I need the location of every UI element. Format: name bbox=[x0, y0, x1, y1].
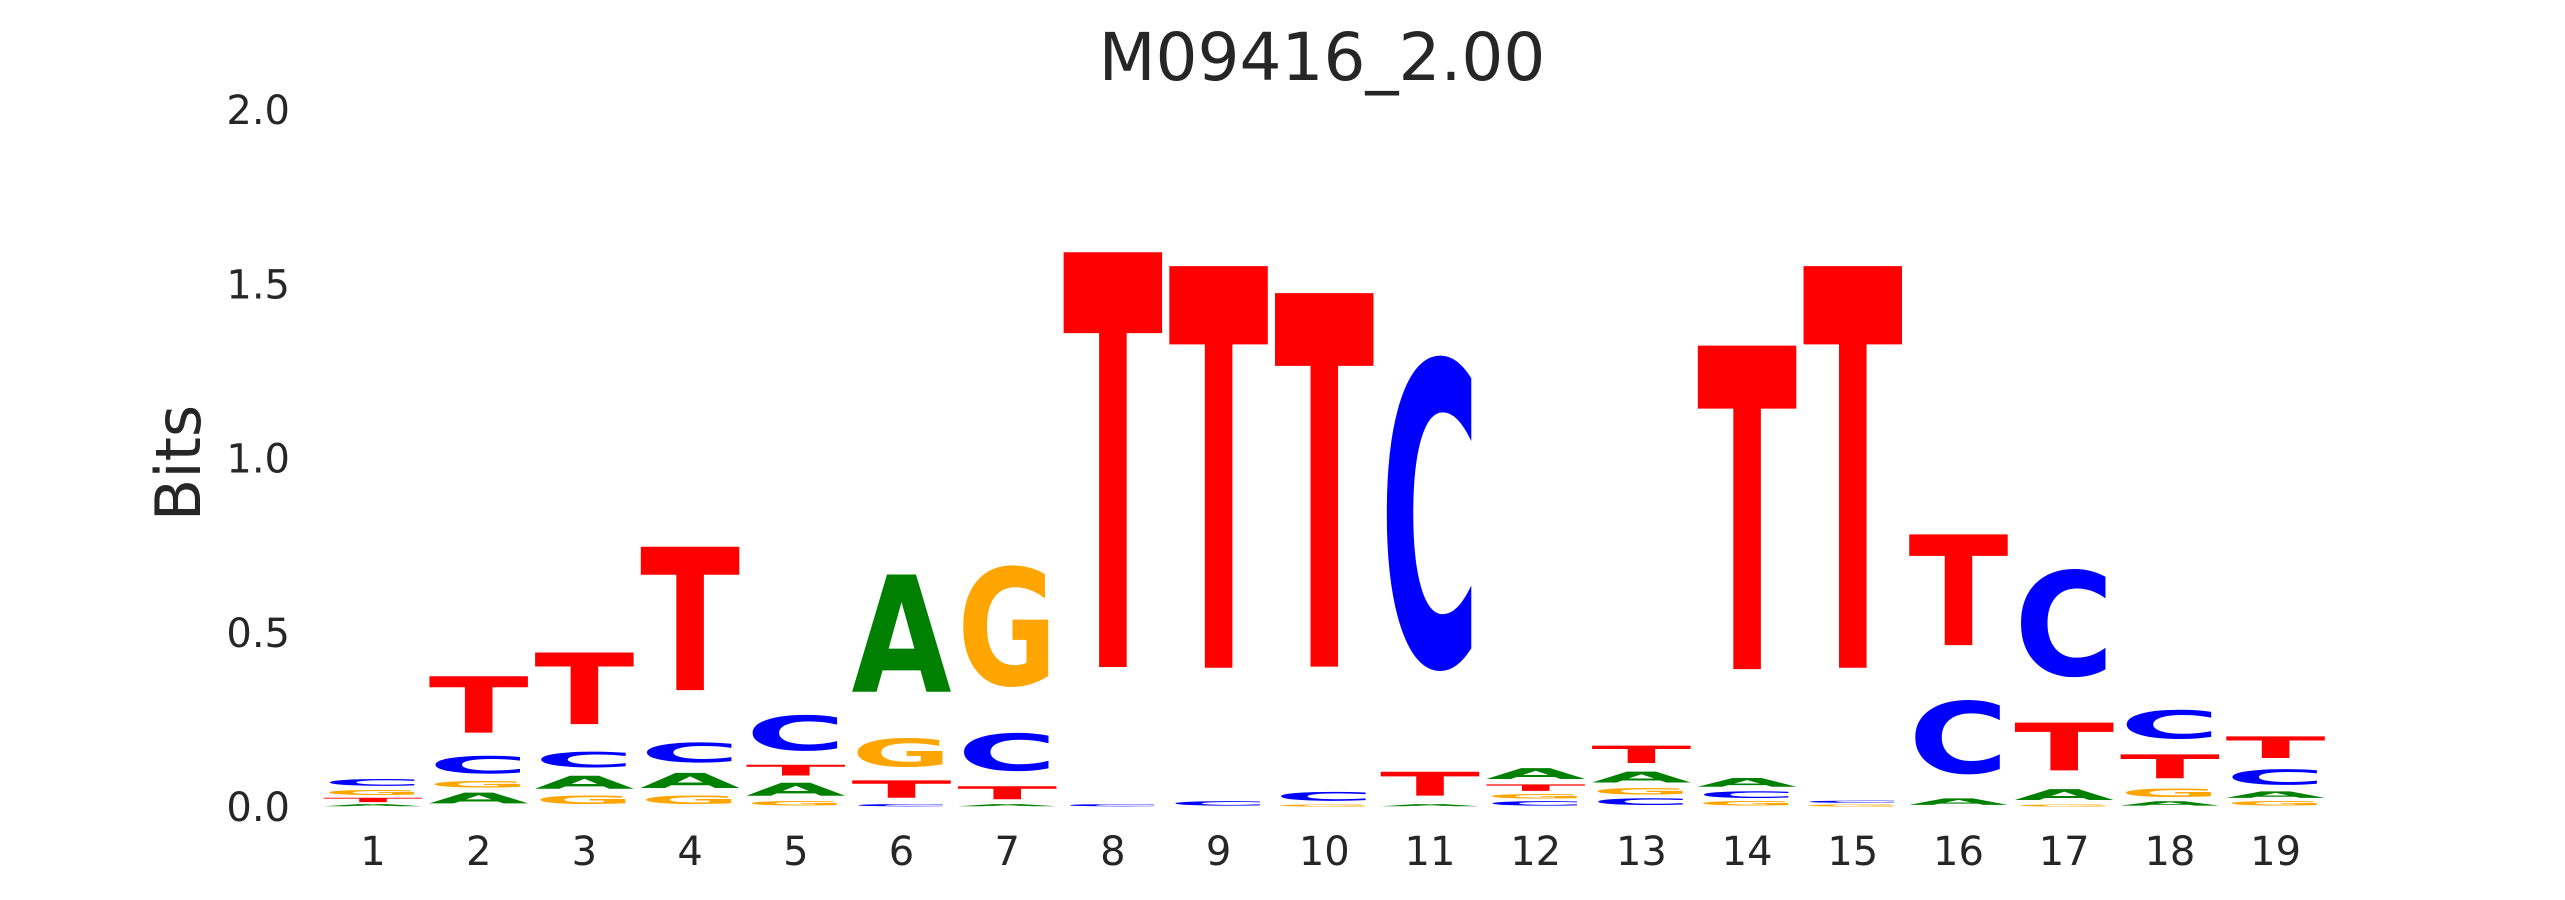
logo-letter-g: G bbox=[1803, 804, 1903, 807]
logo-letter-t: T bbox=[1169, 158, 1270, 799]
logo-letter-t: T bbox=[852, 776, 953, 804]
logo-letter-g: G bbox=[1697, 800, 1797, 807]
logo-letter-a: A bbox=[1591, 769, 1691, 786]
logo-letter-a: A bbox=[323, 804, 423, 807]
logo-letter-t: T bbox=[1803, 158, 1904, 799]
logo-letter-a: A bbox=[2014, 786, 2114, 803]
logo-letter-a: A bbox=[746, 779, 846, 800]
logo-letter-g: G bbox=[852, 731, 952, 776]
y-axis-ticks: 0.0 0.5 1.0 1.5 2.0 bbox=[226, 88, 290, 831]
x-tick-label: 1 bbox=[360, 829, 385, 875]
logo-letter-c: C bbox=[1486, 800, 1586, 807]
x-tick-label: 10 bbox=[1299, 829, 1350, 875]
logo-letter-c: C bbox=[2014, 542, 2114, 709]
logo-letter-g: G bbox=[429, 779, 529, 789]
logo-letter-c: C bbox=[2120, 703, 2220, 748]
logo-letter-t: T bbox=[429, 661, 529, 752]
logo-letter-c: C bbox=[1063, 804, 1163, 807]
logo-letter-g: G bbox=[2226, 800, 2326, 807]
x-tick-label: 11 bbox=[1405, 829, 1456, 875]
logo-letter-g: G bbox=[746, 800, 846, 807]
logo-letter-a: A bbox=[1697, 776, 1797, 790]
logo-letter-c: C bbox=[1591, 797, 1691, 807]
logo-letter-a: A bbox=[957, 804, 1057, 807]
logo-letter-c: C bbox=[323, 777, 423, 787]
logo-letter-t: T bbox=[2014, 710, 2114, 786]
x-tick-label: 18 bbox=[2144, 829, 2195, 875]
logo-letter-t: T bbox=[2120, 748, 2220, 786]
x-tick-label: 13 bbox=[1616, 829, 1667, 875]
logo-letter-c: C bbox=[2226, 765, 2326, 789]
x-tick-label: 6 bbox=[889, 829, 914, 875]
logo-letter-c: C bbox=[852, 804, 952, 807]
y-tick-label: 1.0 bbox=[226, 437, 290, 483]
logo-letter-t: T bbox=[323, 797, 423, 804]
logo-letter-a: A bbox=[852, 544, 952, 730]
logo-letter-t: T bbox=[1274, 191, 1375, 788]
logo-letter-a: A bbox=[429, 790, 529, 807]
logo-letter-t: T bbox=[1909, 505, 2009, 682]
x-tick-label: 12 bbox=[1510, 829, 1561, 875]
x-tick-label: 9 bbox=[1206, 829, 1231, 875]
logo-letter-g: G bbox=[323, 788, 423, 797]
logo-letter-a: A bbox=[1486, 765, 1586, 782]
logo-letter-c: C bbox=[1169, 800, 1269, 807]
logo-letter-c: C bbox=[429, 751, 529, 779]
logo-letter-t: T bbox=[1697, 257, 1798, 774]
logo-letter-t: T bbox=[1380, 765, 1480, 803]
logo-letter-c: C bbox=[1803, 800, 1903, 803]
logo-letter-a: A bbox=[1909, 797, 2009, 807]
logo-letter-g: G bbox=[1486, 793, 1586, 800]
x-tick-label: 3 bbox=[572, 829, 597, 875]
x-tick-label: 4 bbox=[677, 829, 702, 875]
x-tick-label: 17 bbox=[2039, 829, 2090, 875]
logo-letter-t: T bbox=[534, 634, 634, 748]
x-tick-label: 5 bbox=[783, 829, 808, 875]
logo-letter-c: C bbox=[1380, 279, 1480, 764]
logo-letter-c: C bbox=[746, 706, 846, 762]
logo-letter-a: A bbox=[1380, 804, 1480, 807]
x-tick-label: 14 bbox=[1722, 829, 1773, 875]
x-tick-label: 7 bbox=[994, 829, 1019, 875]
logo-letter-t: T bbox=[640, 508, 740, 737]
logo-letter-t: T bbox=[957, 783, 1057, 804]
x-tick-label: 8 bbox=[1100, 829, 1125, 875]
logo-letter-a: A bbox=[2120, 800, 2220, 807]
y-tick-label: 0.5 bbox=[226, 611, 290, 657]
logo-letter-a: A bbox=[534, 772, 634, 793]
x-tick-label: 15 bbox=[1827, 829, 1878, 875]
y-axis-label: Bits bbox=[142, 405, 215, 521]
x-axis-ticks: 1 2 3 4 5 6 7 8 9 10 11 12 13 14 15 16 17 18 19 bbox=[360, 829, 2301, 875]
logo-letter-c: C bbox=[1909, 683, 2009, 797]
x-tick-label: 16 bbox=[1933, 829, 1984, 875]
logo-letter-g: G bbox=[2014, 804, 2114, 807]
logo-letter-t: T bbox=[1591, 741, 1692, 769]
logo-letter-t: T bbox=[1486, 783, 1586, 793]
logo-letter-g: G bbox=[1591, 786, 1691, 796]
logo-letter-g: G bbox=[2120, 786, 2220, 800]
logo-letter-c: C bbox=[957, 724, 1057, 783]
logo-letter-a: A bbox=[2226, 790, 2326, 800]
logo-letter-c: C bbox=[1274, 790, 1374, 804]
logo-letter-t: T bbox=[2226, 730, 2326, 765]
logo-letter-g: G bbox=[534, 793, 634, 807]
logo-letter-t: T bbox=[1063, 138, 1164, 801]
y-tick-label: 1.5 bbox=[226, 262, 290, 308]
y-tick-label: 2.0 bbox=[226, 88, 290, 134]
logo-letter-c: C bbox=[640, 738, 740, 769]
logo-letter-g: G bbox=[1274, 804, 1374, 807]
logo-letter-a: A bbox=[640, 769, 741, 793]
logo-letter-t: T bbox=[746, 762, 846, 779]
x-tick-label: 19 bbox=[2250, 829, 2301, 875]
logo-letters: ATGCAGCTGACTGACTGATCCTGAATCGCTCTGCTATCCG… bbox=[323, 138, 2326, 807]
y-tick-label: 0.0 bbox=[226, 785, 290, 831]
x-tick-label: 2 bbox=[466, 829, 491, 875]
logo-letter-g: G bbox=[957, 536, 1057, 723]
logo-letter-c: C bbox=[1697, 790, 1797, 800]
logo-letter-g: G bbox=[640, 793, 740, 807]
logo-letter-c: C bbox=[534, 748, 634, 772]
chart-title: M09416_2.00 bbox=[1099, 19, 1546, 96]
